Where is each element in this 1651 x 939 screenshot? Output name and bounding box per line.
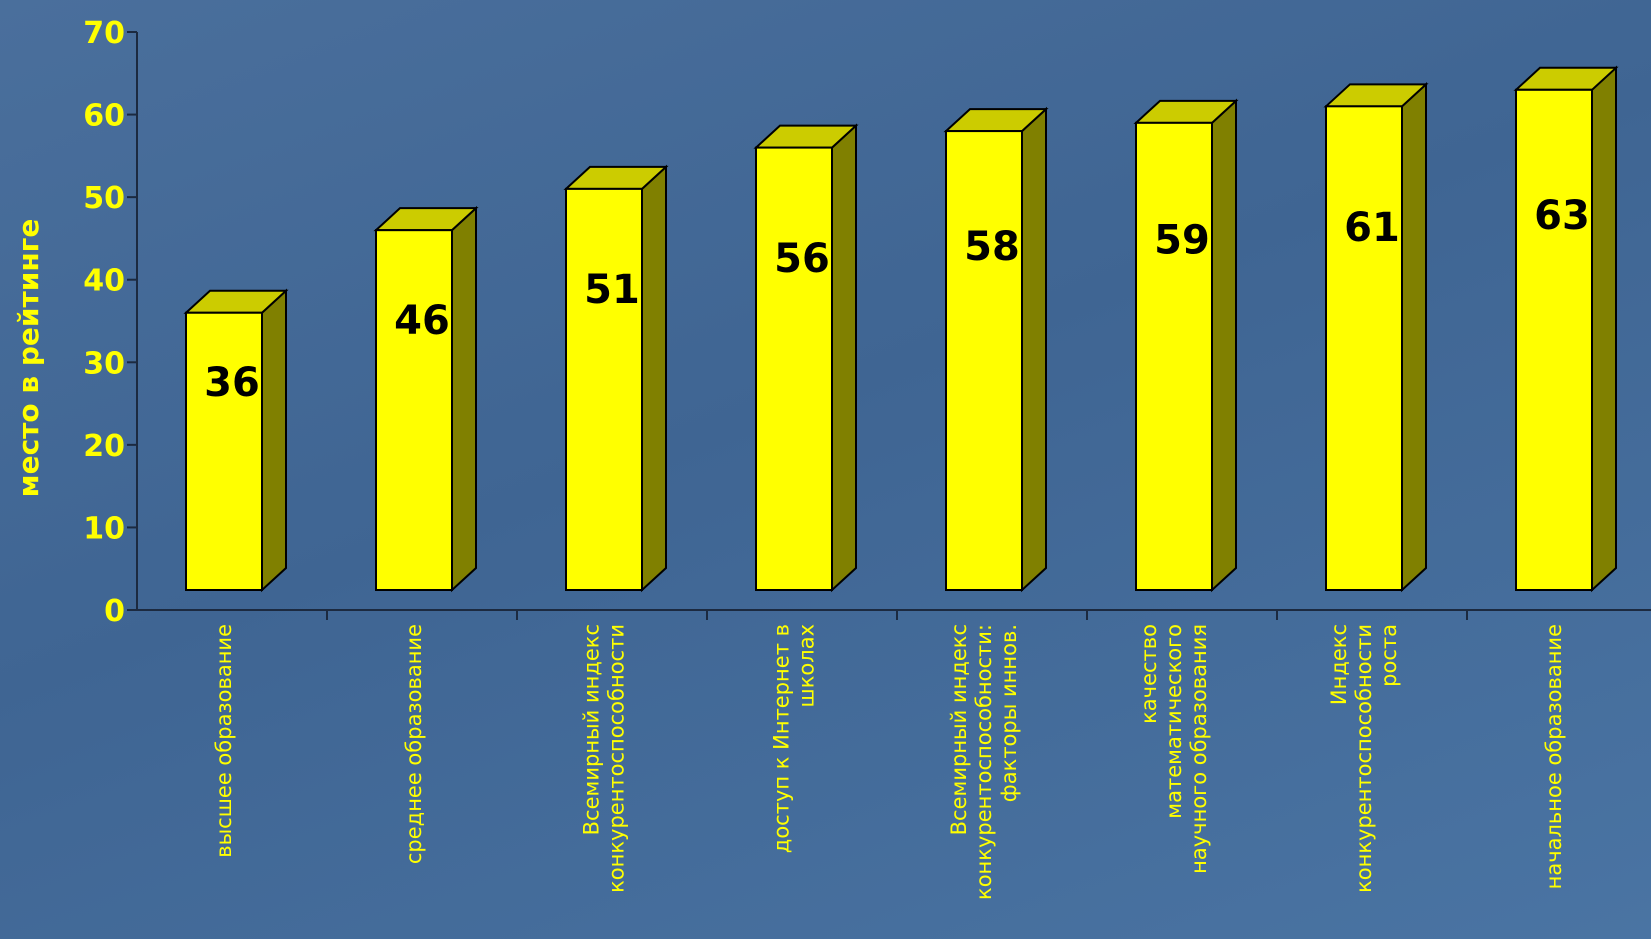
category-label: качествоматематическогонаучного образова… xyxy=(1137,624,1211,874)
bar-side-face xyxy=(1211,98,1237,593)
bar-front-face xyxy=(185,311,263,591)
bar-front-face xyxy=(1515,88,1593,592)
chart-axes xyxy=(127,31,1651,620)
category-label-line: математического xyxy=(1162,624,1186,819)
data-label: 63 xyxy=(1534,193,1590,239)
bar xyxy=(943,106,1049,593)
category-label-line: конкурентоспособности: xyxy=(972,624,996,900)
bar-front-face xyxy=(945,130,1023,591)
category-label-line: научного образования xyxy=(1187,624,1211,874)
category-label: высшее образование xyxy=(212,624,236,858)
y-tick-label: 0 xyxy=(104,594,125,629)
category-label-line: конкурентоспособности xyxy=(1352,624,1376,893)
category-label-line: высшее образование xyxy=(212,624,236,858)
category-label: Всемирный индексконкурентоспособности xyxy=(580,624,629,893)
bar-side-face xyxy=(1401,82,1427,593)
chart-bars xyxy=(183,65,1619,593)
category-label-line: Всемирный индекс xyxy=(580,624,604,835)
category-label: начальное образование xyxy=(1542,624,1566,889)
data-label: 58 xyxy=(964,224,1020,270)
y-tick-label: 70 xyxy=(83,16,125,51)
y-tick-label: 40 xyxy=(83,264,125,299)
chart-labels: 0 10 20 30 40 50 60 70 место в рейтинге 36 высшее … xyxy=(12,16,1590,900)
bar xyxy=(753,123,859,593)
bar-front-face xyxy=(755,146,833,591)
y-tick-label: 30 xyxy=(83,346,125,381)
data-label: 36 xyxy=(204,360,260,406)
category-label-line: конкурентоспособности xyxy=(605,624,629,893)
bar-front-face xyxy=(1135,121,1213,591)
category-label-line: роста xyxy=(1377,624,1401,687)
category-label-line: Индекс xyxy=(1327,624,1351,705)
bar-side-face xyxy=(451,205,477,593)
bar-side-face xyxy=(261,288,287,593)
category-label: доступ к Интернет вшколах xyxy=(770,624,819,853)
y-tick-label: 60 xyxy=(83,99,125,134)
y-tick-label: 50 xyxy=(83,181,125,216)
category-label-line: среднее образование xyxy=(402,624,426,864)
category-label-line: школах xyxy=(795,624,819,707)
bar xyxy=(1323,82,1429,593)
category-label: среднее образование xyxy=(402,624,426,864)
bar xyxy=(1513,65,1619,593)
category-label-line: начальное образование xyxy=(1542,624,1566,889)
bar-side-face xyxy=(641,164,667,593)
bar xyxy=(563,164,669,593)
bar xyxy=(1133,98,1239,593)
bar-front-face xyxy=(1325,105,1403,591)
data-label: 51 xyxy=(584,267,640,313)
data-label: 59 xyxy=(1154,218,1210,264)
category-label: Индексконкурентоспособностироста xyxy=(1327,624,1401,893)
category-label-line: качество xyxy=(1137,624,1161,724)
bar xyxy=(183,288,289,593)
bar-front-face xyxy=(375,229,453,592)
bar-side-face xyxy=(1021,106,1047,593)
y-tick-label: 10 xyxy=(83,511,125,546)
bar-front-face xyxy=(565,187,643,591)
category-label: Всемирный индексконкурентоспособности:фа… xyxy=(947,624,1021,900)
category-label-line: факторы иннов. xyxy=(997,624,1021,802)
category-label-line: Всемирный индекс xyxy=(947,624,971,835)
category-label-line: доступ к Интернет в xyxy=(770,624,794,853)
bar-side-face xyxy=(1591,65,1617,593)
y-axis-title: место в рейтинге xyxy=(12,219,45,498)
bar-side-face xyxy=(831,123,857,593)
bar xyxy=(373,205,479,593)
data-label: 61 xyxy=(1344,205,1400,251)
data-label: 46 xyxy=(394,298,450,344)
data-label: 56 xyxy=(774,236,830,282)
y-tick-label: 20 xyxy=(83,429,125,464)
